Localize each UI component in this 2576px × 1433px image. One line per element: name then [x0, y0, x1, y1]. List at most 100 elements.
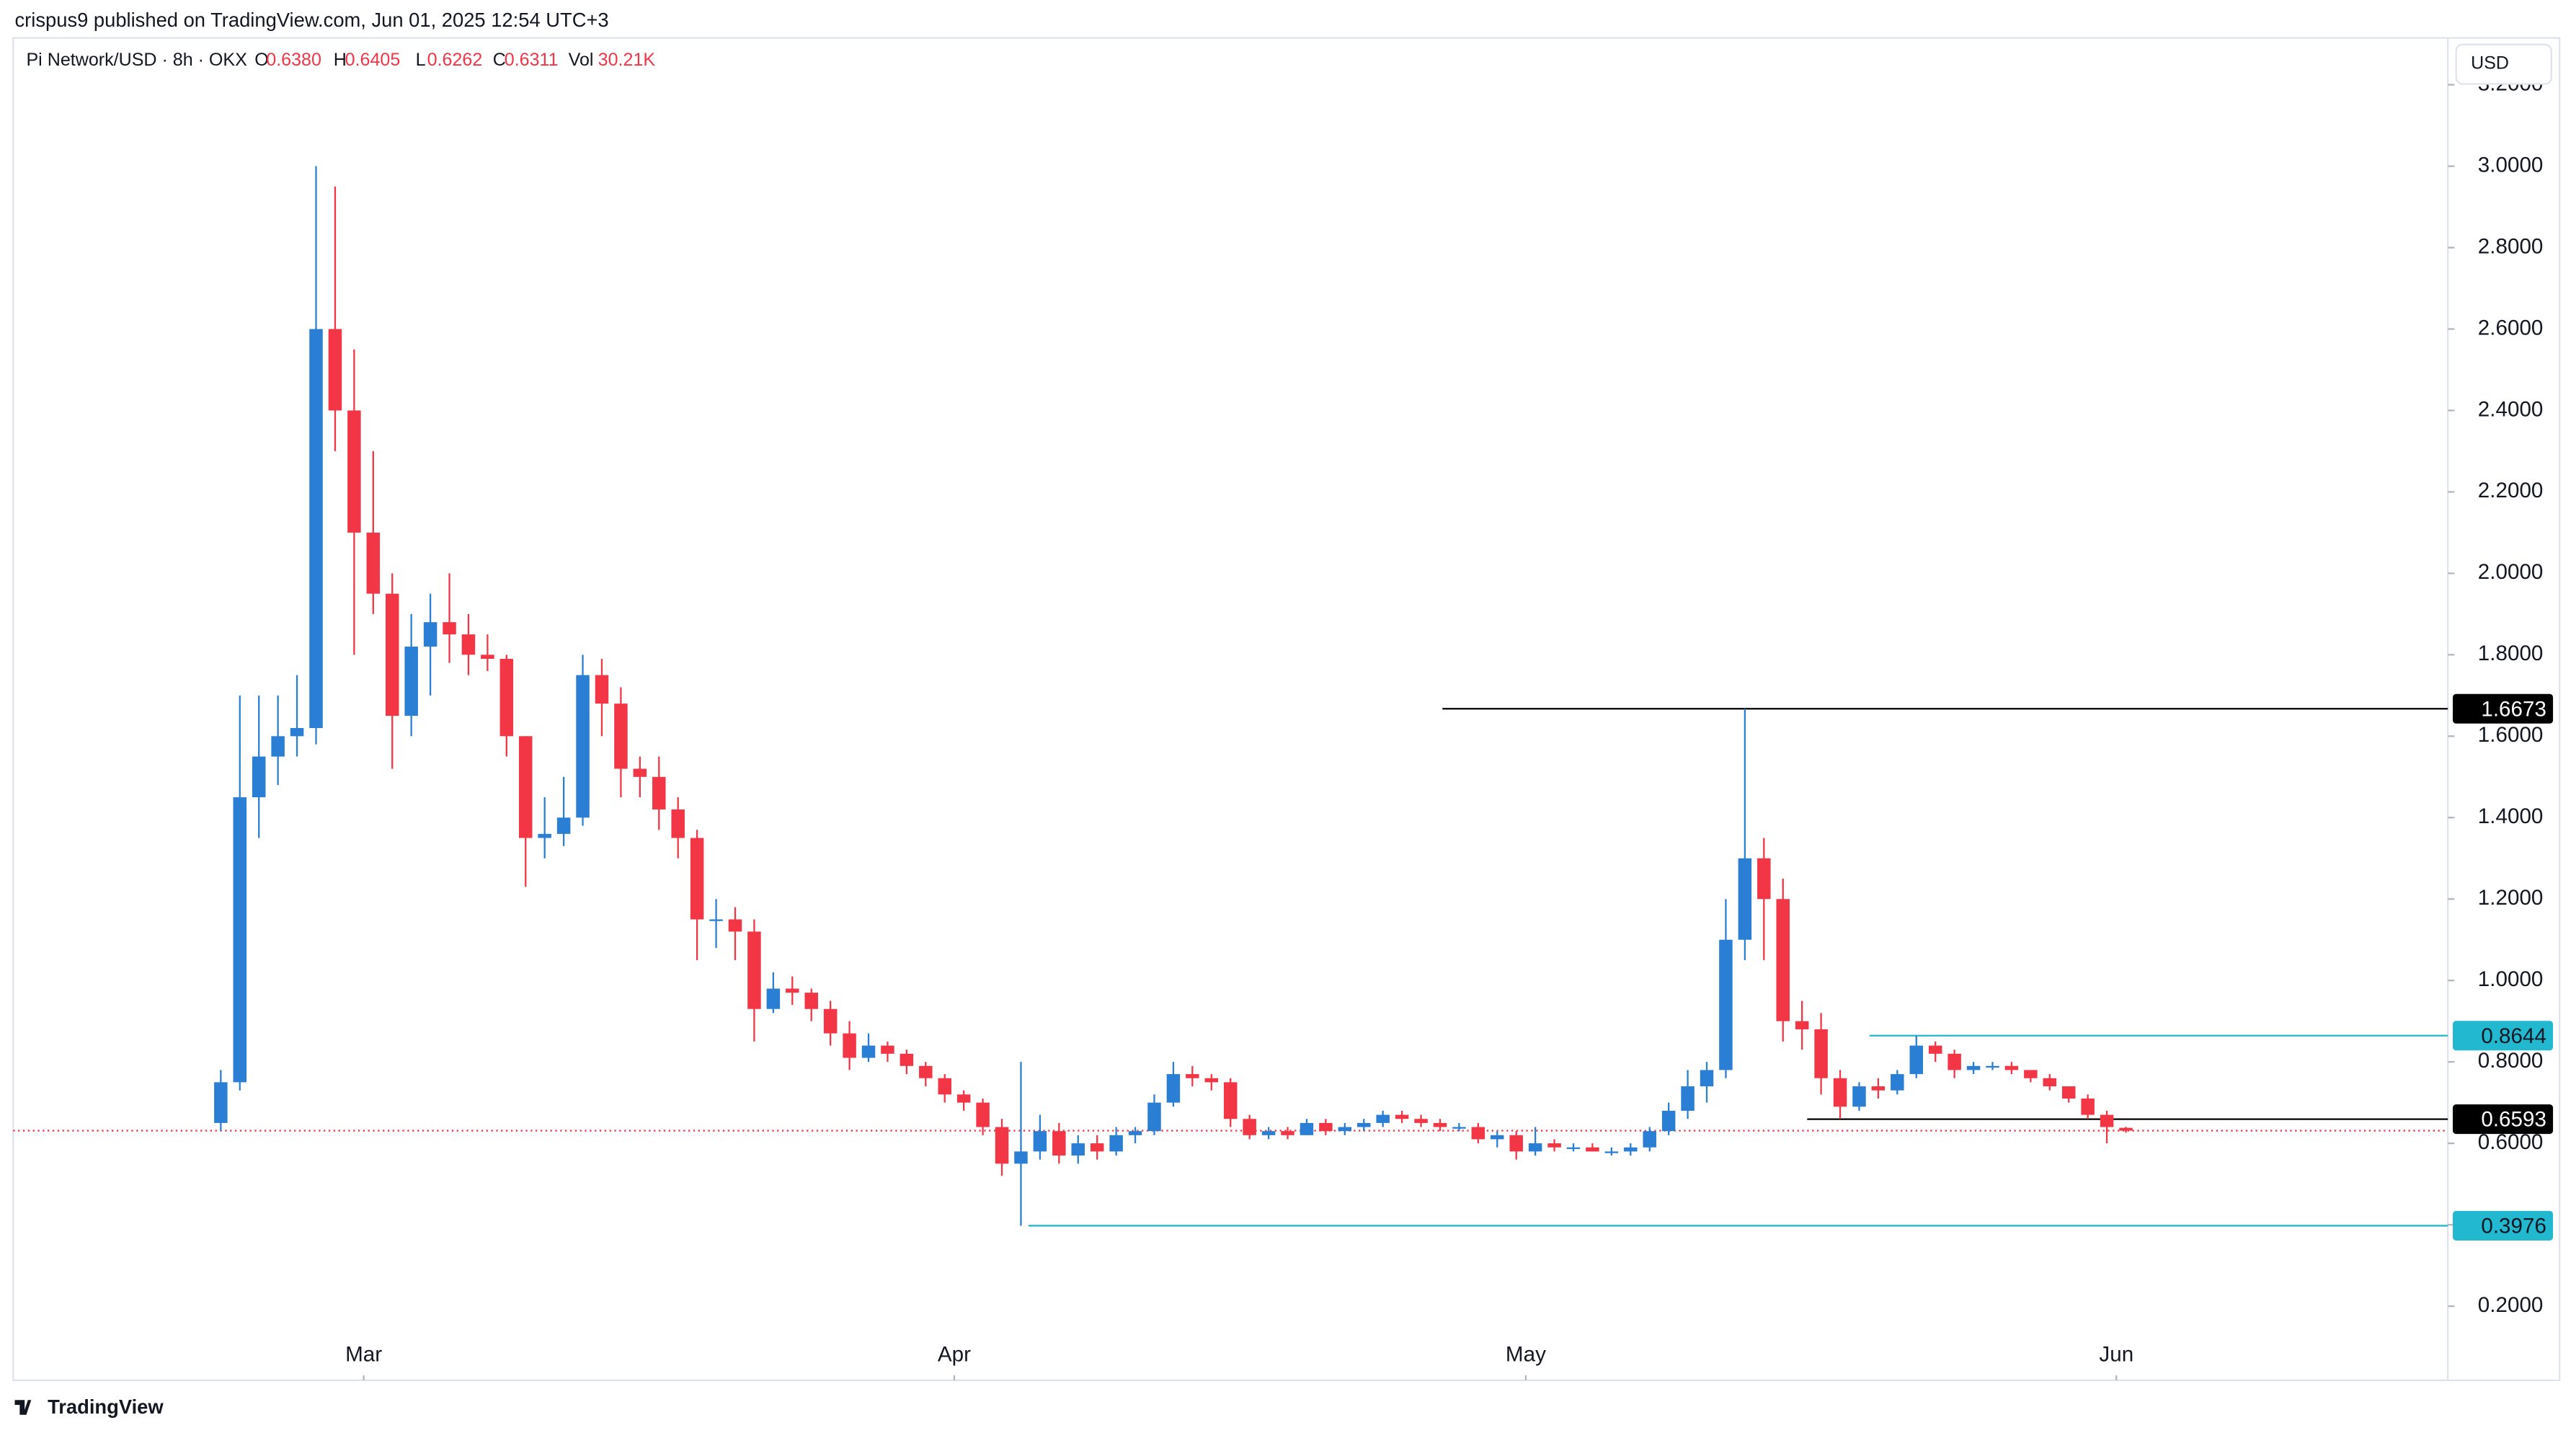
candle-body: [233, 797, 247, 1083]
candle-body: [1356, 1122, 1371, 1127]
candle-body: [1300, 1122, 1314, 1135]
candle-body: [1947, 1053, 1961, 1070]
level-label-box: [2453, 1104, 2554, 1135]
candle-body: [481, 655, 494, 659]
candle-body: [1243, 1119, 1256, 1135]
y-tick-label: 1.4000: [2478, 804, 2544, 828]
candle-body: [366, 532, 381, 594]
candle-body: [1395, 1114, 1409, 1119]
candle-body: [823, 1008, 838, 1034]
candle-body: [2081, 1098, 2095, 1115]
candle-body: [1014, 1151, 1028, 1164]
candle-body: [690, 838, 704, 920]
candle-body: [1566, 1147, 1581, 1150]
legend-key: Vol: [569, 50, 594, 70]
candle-body: [576, 675, 590, 818]
candle-body: [2043, 1078, 2057, 1087]
candle-body: [614, 704, 628, 769]
candle-body: [1604, 1151, 1619, 1153]
candle-body: [1833, 1078, 1847, 1107]
y-tick-label: 3.0000: [2478, 153, 2544, 177]
candle-body: [1414, 1119, 1428, 1123]
y-tick-label: 1.0000: [2478, 967, 2544, 991]
candle-body: [461, 634, 476, 655]
candle-body: [1757, 858, 1771, 900]
candle-body: [633, 768, 647, 777]
candle-body: [1319, 1122, 1333, 1132]
candle-body: [1509, 1135, 1523, 1152]
x-tick-label: Mar: [345, 1342, 382, 1366]
brand-logo: TradingView: [14, 1396, 164, 1418]
candle-body: [1261, 1131, 1276, 1135]
y-tick-label: 1.8000: [2478, 642, 2544, 665]
candle-body: [1338, 1127, 1352, 1132]
candle-body: [1204, 1078, 1219, 1083]
candle-body: [1643, 1131, 1656, 1148]
candle-body: [595, 675, 609, 704]
candle-body: [1090, 1143, 1104, 1152]
candle-body: [1147, 1102, 1161, 1132]
y-tick-label: 0.8000: [2478, 1049, 2544, 1073]
candle-body: [1681, 1086, 1695, 1111]
candle-body: [804, 993, 818, 1009]
legend-value: 30.21K: [598, 50, 656, 70]
candle-body: [1223, 1082, 1238, 1119]
level-label: 0.8644: [2481, 1024, 2546, 1048]
y-tick-label: 1.6000: [2478, 723, 2544, 747]
legend-value: 0.6262: [427, 50, 483, 70]
candle-body: [2004, 1065, 2019, 1070]
candle-body: [976, 1102, 990, 1127]
candle-body: [1966, 1065, 1981, 1070]
legend-key: O: [254, 50, 269, 70]
candle-body: [1071, 1143, 1085, 1156]
candle-body: [1281, 1131, 1294, 1135]
level-label-box: [2453, 1210, 2554, 1241]
candle-body: [671, 809, 685, 838]
candle-body: [252, 756, 266, 798]
candle-body: [1452, 1127, 1466, 1129]
candle-body: [1624, 1147, 1638, 1152]
candle-body: [652, 776, 666, 809]
candle-body: [538, 833, 551, 838]
legend-key: C: [493, 50, 506, 70]
candle-body: [1471, 1127, 1485, 1140]
candles: [214, 166, 2133, 1226]
candle-body: [290, 728, 304, 737]
level-label: 0.6593: [2481, 1108, 2546, 1132]
y-tick-label: 2.6000: [2478, 316, 2544, 340]
candle-body: [309, 329, 323, 729]
candle-body: [1052, 1131, 1066, 1156]
legend-value: 0.6380: [266, 50, 321, 70]
candle-body: [1891, 1074, 1904, 1091]
candle-body: [956, 1094, 971, 1103]
y-tick-label: 0.6000: [2478, 1130, 2544, 1154]
y-tick-label: 0.2000: [2478, 1293, 2544, 1317]
plot-frame: [12, 37, 2561, 1381]
candle-body: [1376, 1114, 1390, 1123]
candle-body: [404, 647, 418, 716]
candle-body: [443, 622, 456, 635]
candle-body: [1491, 1135, 1504, 1140]
x-tick-label: Apr: [938, 1342, 971, 1366]
candle-body: [1128, 1131, 1142, 1135]
chart-title: Pi Network/USD · 8h · OKX: [26, 50, 247, 70]
candle-body: [1776, 899, 1790, 1021]
y-tick-label: 2.0000: [2478, 560, 2544, 584]
legend-key: H: [334, 50, 347, 70]
candle-body: [347, 410, 361, 533]
candle-body: [843, 1033, 856, 1058]
candle-body: [518, 736, 533, 838]
currency: USD: [2471, 53, 2509, 74]
candle-body: [1719, 939, 1733, 1070]
candle-body: [919, 1065, 933, 1078]
candle-body: [2024, 1070, 2038, 1078]
candle-body: [499, 658, 514, 737]
candle-body: [1186, 1074, 1199, 1078]
candle-body: [1528, 1143, 1542, 1152]
candle-body: [747, 931, 761, 1009]
header: crispus9 published on TradingView.com, J…: [15, 9, 609, 31]
candle-body: [1852, 1086, 1866, 1107]
